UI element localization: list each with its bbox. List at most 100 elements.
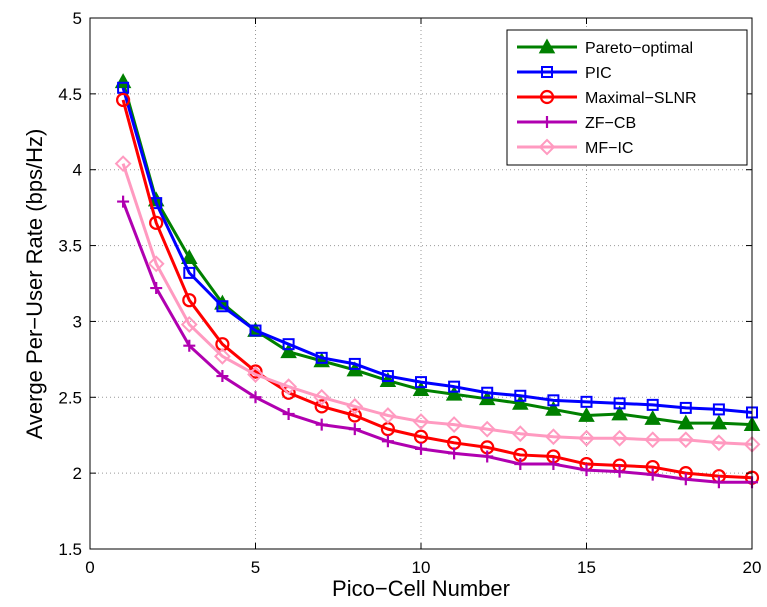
data-point xyxy=(282,338,295,351)
data-point xyxy=(448,447,461,460)
data-point xyxy=(147,255,165,273)
data-point xyxy=(412,413,430,430)
data-point xyxy=(114,73,132,89)
x-tick-label: 15 xyxy=(577,558,596,577)
y-axis-label: Averge Per−User Rate (bps/Hz) xyxy=(22,129,47,440)
data-point xyxy=(512,394,529,410)
data-point xyxy=(183,339,196,352)
data-point xyxy=(413,429,429,444)
legend-swatch-marker xyxy=(541,66,553,78)
axis-ticks: 0 5 10 15 20 1.5 2 2.5 3 3.5 4 4.5 5 xyxy=(58,9,761,577)
data-point xyxy=(315,351,328,364)
data-point xyxy=(183,266,196,279)
data-point xyxy=(448,380,461,393)
data-point xyxy=(445,416,463,434)
x-tick-label: 20 xyxy=(743,558,762,577)
data-point xyxy=(478,420,496,438)
data-point xyxy=(379,372,397,387)
legend-label: ZF−CB xyxy=(585,115,636,132)
legend-label: Pareto−optimal xyxy=(585,40,693,57)
data-point xyxy=(580,464,593,477)
legend-label: MF−IC xyxy=(585,140,633,157)
data-point xyxy=(514,458,527,471)
data-point xyxy=(346,397,364,415)
y-tick-label: 3 xyxy=(73,312,82,331)
series-diamond xyxy=(114,155,761,453)
data-point xyxy=(646,468,659,481)
data-point xyxy=(710,434,728,452)
data-point xyxy=(677,414,695,430)
data-point xyxy=(315,418,328,431)
legend-label: PIC xyxy=(585,65,612,82)
data-point xyxy=(481,450,494,463)
data-point xyxy=(613,465,626,478)
legend-entry: Maximal−SLNR xyxy=(517,89,697,107)
data-point xyxy=(313,388,331,406)
data-point xyxy=(514,389,527,402)
data-point xyxy=(613,397,626,410)
legend-entry: ZF−CB xyxy=(517,115,636,132)
data-point xyxy=(117,195,130,208)
data-point xyxy=(415,376,427,389)
data-point xyxy=(280,343,297,359)
y-tick-label: 4.5 xyxy=(58,85,82,104)
legend-swatch-marker xyxy=(538,138,556,156)
data-point xyxy=(180,316,198,333)
data-point xyxy=(348,423,361,436)
data-point xyxy=(381,370,394,383)
x-tick-label: 10 xyxy=(412,558,431,577)
data-point xyxy=(481,386,494,399)
x-tick-label: 5 xyxy=(251,558,260,577)
data-point xyxy=(578,406,595,422)
legend-swatch-marker xyxy=(539,89,555,105)
legend-entry: PIC xyxy=(517,65,612,82)
data-point xyxy=(379,407,397,424)
data-point xyxy=(348,357,361,370)
data-point xyxy=(412,381,430,397)
y-tick-label: 1.5 xyxy=(58,540,82,559)
data-point xyxy=(644,431,662,449)
y-tick-label: 3.5 xyxy=(58,237,82,256)
data-point xyxy=(712,403,725,416)
data-point xyxy=(280,378,298,396)
data-point xyxy=(415,442,427,455)
x-tick-label: 0 xyxy=(85,558,94,577)
data-point xyxy=(182,293,197,308)
data-point xyxy=(511,425,529,443)
legend-entry: Pareto−optimal xyxy=(517,38,693,57)
series-layer xyxy=(114,73,761,489)
data-point xyxy=(712,476,725,489)
data-point xyxy=(578,429,595,447)
data-point xyxy=(216,300,229,313)
data-point xyxy=(611,429,629,447)
data-point xyxy=(544,428,562,446)
data-point xyxy=(545,400,562,416)
data-point xyxy=(646,398,659,411)
y-tick-label: 2 xyxy=(73,464,82,483)
legend-swatch-marker xyxy=(541,116,553,128)
data-point xyxy=(249,391,262,404)
data-point xyxy=(249,324,262,337)
data-point xyxy=(247,366,264,383)
data-point xyxy=(677,431,695,449)
legend-entry: MF−IC xyxy=(517,138,633,157)
data-point xyxy=(679,401,692,414)
data-point xyxy=(710,414,728,430)
data-point xyxy=(314,399,329,414)
data-point xyxy=(150,282,163,295)
data-point xyxy=(117,81,130,94)
y-tick-label: 4 xyxy=(73,161,82,180)
x-axis-label: Pico−Cell Number xyxy=(332,576,510,601)
data-point xyxy=(213,347,231,365)
data-point xyxy=(216,370,229,383)
data-point xyxy=(381,435,394,448)
data-point xyxy=(580,395,593,408)
data-point xyxy=(347,408,362,423)
data-point xyxy=(282,407,295,420)
y-tick-label: 5 xyxy=(73,9,82,28)
legend-swatch-marker xyxy=(538,38,556,54)
y-tick-label: 2.5 xyxy=(58,388,82,407)
data-point xyxy=(149,215,164,230)
data-point xyxy=(644,409,661,425)
